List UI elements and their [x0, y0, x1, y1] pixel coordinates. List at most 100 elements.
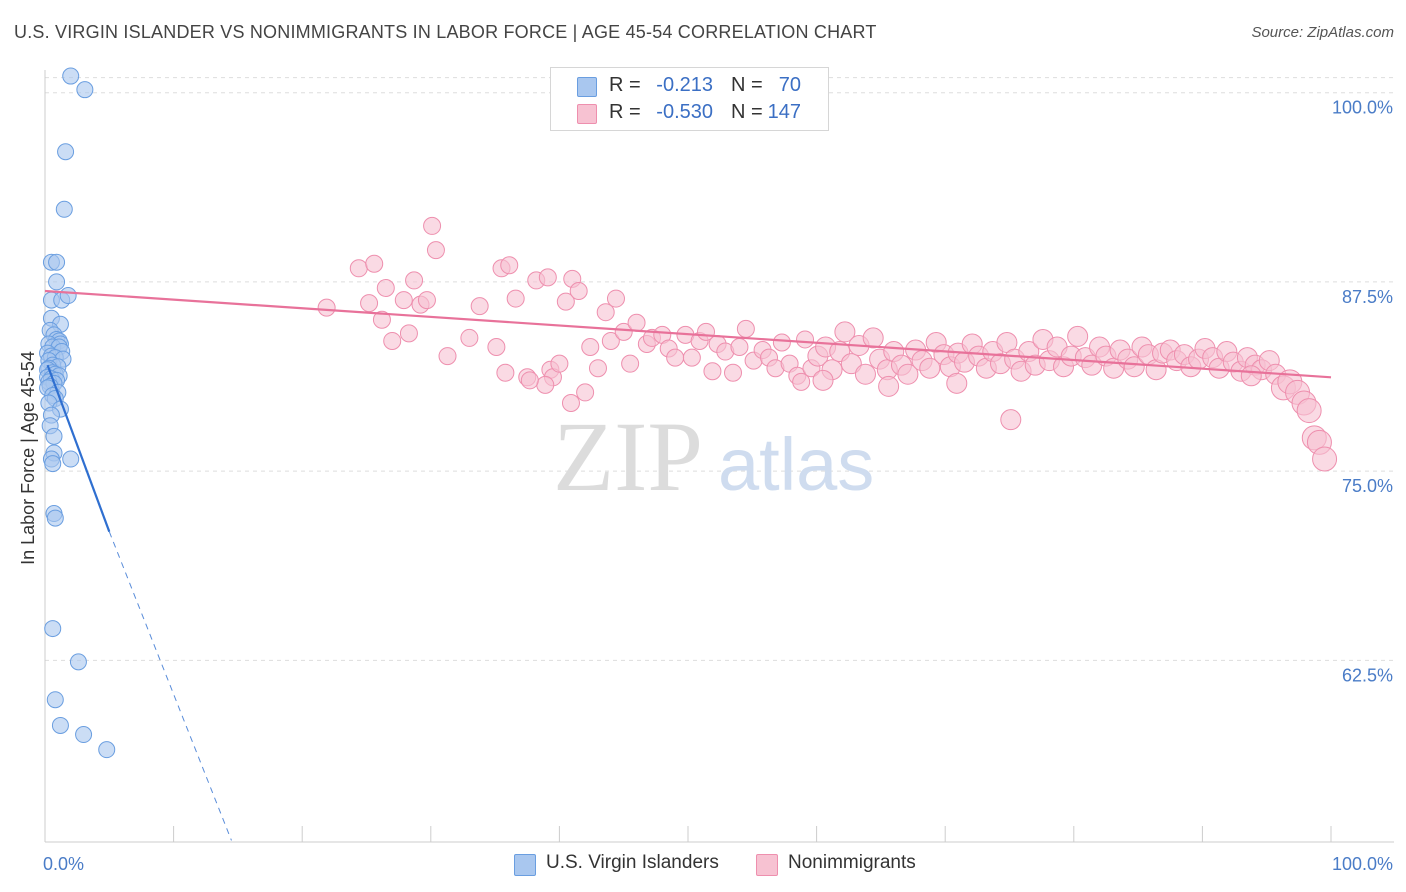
- nonimmigrants-point: [614, 322, 633, 341]
- nonimmigrants-point: [1312, 446, 1338, 472]
- nonimmigrants-point: [897, 363, 919, 385]
- legend-r-label: R =: [609, 74, 641, 96]
- virgin-islanders-point: [45, 427, 63, 445]
- nonimmigrants-point: [703, 362, 722, 381]
- nonimmigrants-point: [538, 268, 557, 287]
- virgin-islanders-point: [44, 620, 62, 638]
- legend-r-value: -0.530: [656, 101, 713, 123]
- nonimmigrants-point: [394, 291, 413, 310]
- nonimmigrants-point: [399, 324, 418, 343]
- nonimmigrants-point: [383, 331, 402, 350]
- nonimmigrants-point: [946, 372, 968, 394]
- legend-n-value: 147: [767, 101, 801, 123]
- nonimmigrants-trend-line: [44, 289, 1332, 379]
- nonimmigrants-point: [372, 310, 391, 329]
- legend-label: U.S. Virgin Islanders: [546, 852, 719, 873]
- legend-r-value: -0.213: [656, 74, 713, 96]
- nonimmigrants-point: [601, 331, 620, 350]
- y-tick-label: 87.5%: [1342, 287, 1393, 307]
- nonimmigrants-point: [317, 298, 336, 317]
- nonimmigrants-point: [792, 372, 811, 391]
- chart-title: U.S. VIRGIN ISLANDER VS NONIMMIGRANTS IN…: [14, 22, 877, 42]
- nonimmigrants-point: [796, 330, 815, 349]
- nonimmigrants-point: [840, 353, 862, 375]
- source-credit: Source: ZipAtlas.com: [1251, 24, 1394, 41]
- virgin-islanders-point: [75, 726, 93, 744]
- virgin-islanders-point: [48, 253, 66, 271]
- nonimmigrants-point: [360, 294, 379, 313]
- legend-swatch-blue: [514, 854, 536, 876]
- virgin-islanders-point: [62, 67, 80, 85]
- nonimmigrants-point: [536, 375, 555, 394]
- nonimmigrants-point: [496, 363, 515, 382]
- nonimmigrants-point: [460, 328, 479, 347]
- virgin-islanders-point: [98, 741, 116, 759]
- legend-r-label: R =: [609, 101, 641, 123]
- nonimmigrants-point: [627, 313, 646, 332]
- legend-label: Nonimmigrants: [788, 852, 916, 873]
- legend-swatch-pink: [577, 104, 597, 124]
- nonimmigrants-point: [730, 338, 749, 357]
- series-legend: U.S. Virgin Islanders Nonimmigrants: [0, 852, 1406, 878]
- nonimmigrants-point: [426, 241, 445, 260]
- nonimmigrants-point: [919, 357, 941, 379]
- nonimmigrants-point: [423, 216, 442, 235]
- nonimmigrants-point: [569, 282, 588, 301]
- y-axis-label: In Labor Force | Age 45-54: [18, 351, 38, 565]
- nonimmigrants-point: [862, 327, 884, 349]
- virgin-islanders-point: [76, 81, 94, 99]
- legend-n-label: N =: [731, 101, 763, 123]
- nonimmigrants-point: [506, 289, 525, 308]
- watermark-zip: ZIP: [553, 401, 703, 512]
- virgin-islanders-point: [51, 716, 69, 734]
- nonimmigrants-point: [736, 319, 755, 338]
- nonimmigrants-points: [317, 216, 1338, 472]
- nonimmigrants-point: [520, 371, 539, 390]
- nonimmigrants-point: [724, 363, 743, 382]
- virgin-islanders-trend-line: [46, 364, 111, 533]
- virgin-islanders-points: [39, 67, 116, 759]
- trend-lines: [44, 289, 1332, 841]
- nonimmigrants-point: [596, 303, 615, 322]
- nonimmigrants-point: [588, 359, 607, 378]
- nonimmigrants-point: [550, 354, 569, 373]
- virgin-islanders-point: [48, 273, 66, 291]
- y-tick-label: 100.0%: [1332, 98, 1393, 118]
- nonimmigrants-point: [682, 348, 701, 367]
- nonimmigrants-point: [349, 259, 368, 278]
- nonimmigrants-point: [812, 369, 834, 391]
- nonimmigrants-point: [365, 254, 384, 273]
- legend-n-value: 70: [778, 74, 801, 96]
- virgin-islanders-point: [59, 287, 77, 305]
- nonimmigrants-point: [854, 363, 876, 385]
- nonimmigrants-point: [470, 297, 489, 316]
- y-tick-label: 62.5%: [1342, 665, 1393, 685]
- virgin-islanders-point: [44, 455, 62, 473]
- nonimmigrants-point: [376, 278, 395, 297]
- nonimmigrants-point: [576, 383, 595, 402]
- nonimmigrants-point: [1000, 409, 1022, 431]
- legend-n-label: N =: [731, 74, 763, 96]
- correlation-legend: R = -0.213 N = 70 R = -0.530 N = 147: [550, 67, 829, 131]
- nonimmigrants-point: [405, 271, 424, 290]
- nonimmigrants-point: [438, 347, 457, 366]
- y-tick-label: 75.0%: [1342, 476, 1393, 496]
- virgin-islanders-point: [69, 653, 87, 671]
- virgin-islanders-point: [55, 200, 73, 218]
- legend-swatch-pink: [756, 854, 778, 876]
- x-tick-label: 0.0%: [43, 854, 84, 874]
- nonimmigrants-point: [1067, 325, 1089, 347]
- nonimmigrants-point: [1296, 398, 1322, 424]
- nonimmigrants-point: [621, 354, 640, 373]
- virgin-islanders-point: [62, 450, 80, 468]
- nonimmigrants-point: [666, 348, 685, 367]
- nonimmigrants-point: [1240, 365, 1262, 387]
- virgin-islanders-point: [46, 509, 64, 527]
- nonimmigrants-point: [834, 321, 856, 343]
- nonimmigrants-point: [487, 338, 506, 357]
- x-tick-label: 100.0%: [1332, 854, 1393, 874]
- nonimmigrants-point: [772, 333, 791, 352]
- virgin-islanders-point: [57, 143, 75, 161]
- nonimmigrants-point: [878, 375, 900, 397]
